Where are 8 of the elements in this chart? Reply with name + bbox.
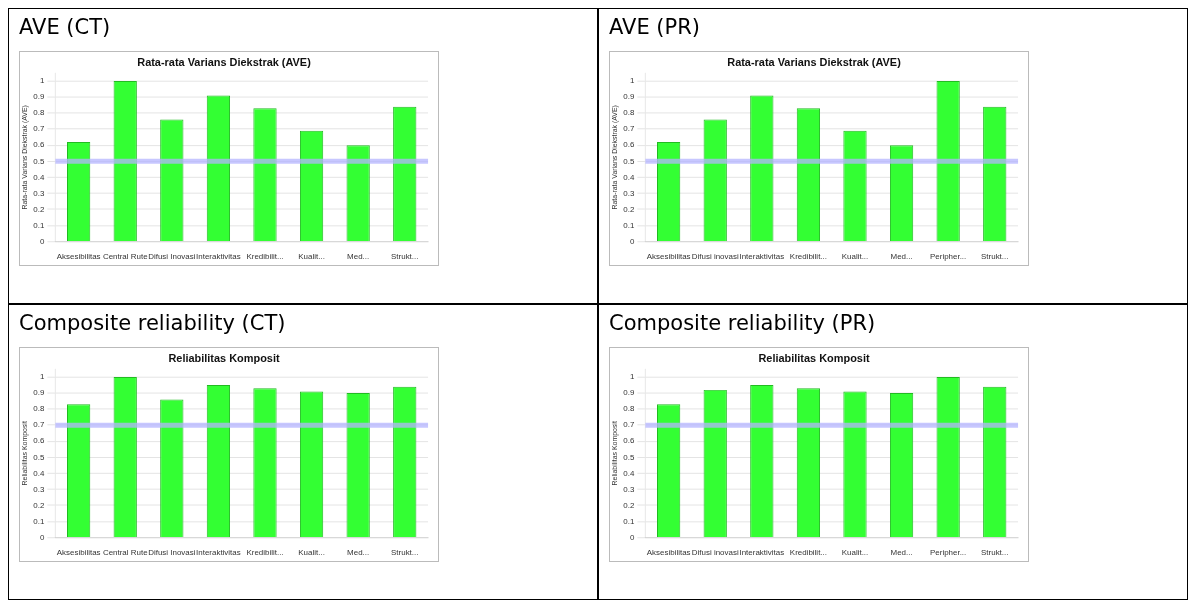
chart-subtitle: Reliabilitas Komposit bbox=[168, 351, 280, 364]
chart-title: Composite reliability (PR) bbox=[609, 311, 877, 335]
chart-title: AVE (PR) bbox=[609, 15, 701, 39]
chart-subtitle: Rata-rata Varians Diekstrak (AVE) bbox=[137, 55, 312, 68]
chart-subtitle: Rata-rata Varians Diekstrak (AVE) bbox=[727, 55, 902, 68]
chart-title: AVE (CT) bbox=[19, 15, 112, 39]
chart-subtitle: Reliabilitas Komposit bbox=[758, 351, 870, 364]
chart-title: Composite reliability (CT) bbox=[19, 311, 287, 335]
